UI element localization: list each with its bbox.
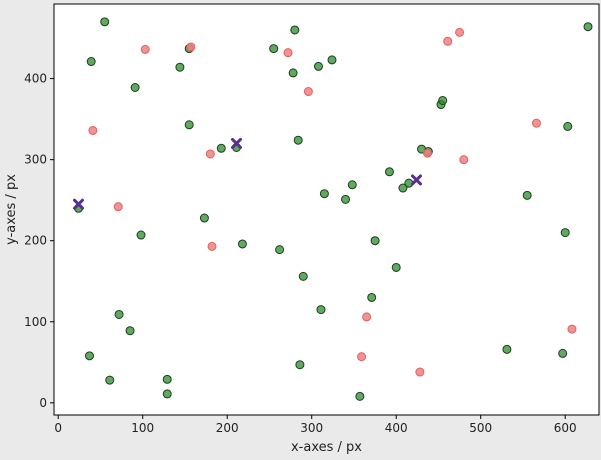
x-tick-label: 300	[300, 421, 323, 435]
data-point-red	[422, 148, 432, 158]
data-point-green	[398, 183, 408, 193]
data-point-green	[558, 348, 568, 358]
data-point-green	[237, 239, 247, 249]
data-point-red	[186, 42, 196, 52]
x-tick-label: 400	[385, 421, 408, 435]
data-point-red	[567, 324, 577, 334]
data-point-green	[216, 143, 226, 153]
y-tick-label: 300	[24, 153, 47, 167]
data-point-green	[522, 190, 532, 200]
data-points	[73, 17, 593, 401]
data-point-red	[283, 48, 293, 58]
data-point-green	[84, 351, 94, 361]
data-point-green	[288, 68, 298, 78]
data-point-green	[560, 228, 570, 238]
data-point-red	[459, 155, 469, 165]
x-tick-label: 600	[554, 421, 577, 435]
plot-area	[54, 4, 599, 415]
data-point-green	[175, 62, 185, 72]
data-point-red	[113, 202, 123, 212]
x-tick-label: 0	[54, 421, 62, 435]
y-tick-label: 400	[24, 72, 47, 86]
data-point-red	[205, 149, 215, 159]
data-point-green	[367, 292, 377, 302]
data-point-green	[563, 121, 573, 131]
data-point-green	[341, 194, 351, 204]
y-tick-label: 200	[24, 234, 47, 248]
data-point-red	[357, 352, 367, 362]
data-point-red	[88, 125, 98, 135]
data-point-green	[319, 189, 329, 199]
data-point-green	[136, 230, 146, 240]
data-point-green	[327, 55, 337, 65]
data-point-green	[100, 17, 110, 27]
data-point-green	[355, 391, 365, 401]
x-tick-label: 100	[131, 421, 154, 435]
data-point-x	[231, 137, 243, 149]
data-point-red	[303, 87, 313, 97]
data-point-green	[290, 25, 300, 35]
data-point-green	[125, 326, 135, 336]
data-point-green	[162, 389, 172, 399]
data-point-green	[313, 61, 323, 71]
data-point-green	[114, 309, 124, 319]
y-axis-label: y-axes / px	[4, 174, 19, 245]
data-point-red	[443, 36, 453, 46]
y-tick-label: 100	[24, 315, 47, 329]
data-point-green	[583, 22, 593, 32]
data-point-green	[293, 135, 303, 145]
data-point-x	[410, 174, 422, 186]
data-point-green	[295, 360, 305, 370]
data-point-green	[105, 375, 115, 385]
x-tick-label: 200	[216, 421, 239, 435]
data-point-x	[73, 198, 85, 210]
y-axis-ticks: 0 100 200 300 400	[24, 72, 54, 410]
data-point-green	[347, 180, 357, 190]
data-point-red	[455, 27, 465, 37]
data-point-green	[391, 262, 401, 272]
data-point-green	[184, 120, 194, 130]
data-point-green	[275, 245, 285, 255]
data-point-red	[415, 367, 425, 377]
data-point-green	[384, 167, 394, 177]
data-point-green	[130, 82, 140, 92]
data-point-green	[502, 344, 512, 354]
data-point-green	[316, 305, 326, 315]
x-tick-label: 500	[469, 421, 492, 435]
data-point-green	[269, 44, 279, 54]
data-point-green	[162, 374, 172, 384]
x-axis-label: x-axes / px	[291, 440, 362, 455]
data-point-green	[370, 236, 380, 246]
data-point-red	[140, 44, 150, 54]
x-axis-ticks: 0 100 200 300 400 500 600	[54, 415, 577, 435]
data-point-red	[207, 241, 217, 251]
data-point-green	[298, 271, 308, 281]
data-point-green	[438, 95, 448, 105]
data-point-red	[362, 312, 372, 322]
data-point-green	[86, 57, 96, 67]
y-tick-label: 0	[39, 396, 47, 410]
data-point-green	[199, 213, 209, 223]
data-point-red	[531, 118, 541, 128]
plot-frame	[53, 3, 600, 416]
